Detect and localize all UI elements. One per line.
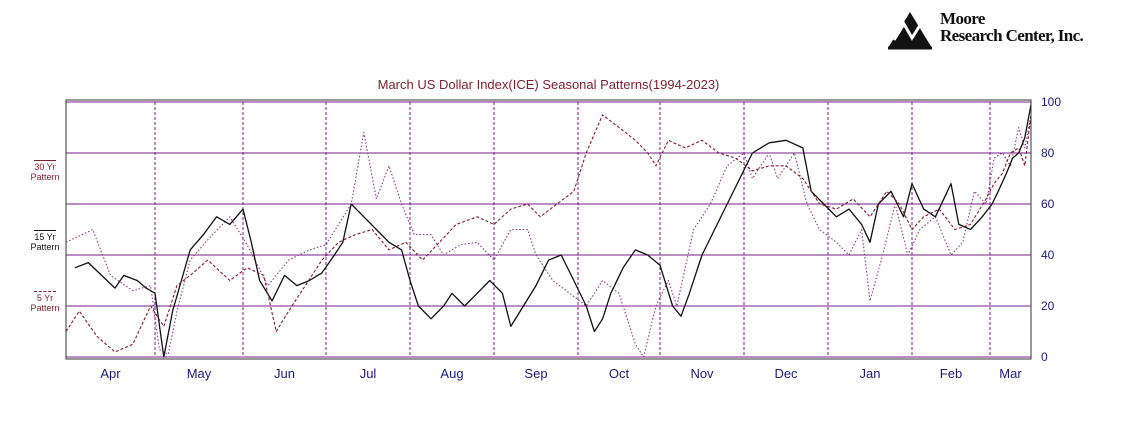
x-tick-label: Jul: [360, 366, 377, 381]
x-tick-label: May: [187, 366, 212, 381]
series-line-15yr: [74, 104, 1032, 358]
x-tick-label: Mar: [999, 366, 1022, 381]
x-tick-label: Apr: [100, 366, 121, 381]
logo-line1: Moore: [940, 9, 985, 28]
plot-frame: [65, 99, 1032, 360]
x-tick-label: Nov: [690, 366, 714, 381]
logo-mark-icon: [888, 12, 932, 50]
chart-title: March US Dollar Index(ICE) Seasonal Patt…: [378, 77, 720, 92]
legend-15yr-sublabel: Pattern: [30, 242, 60, 252]
series-line-5yr: [65, 114, 1032, 353]
x-tick-label: Sep: [524, 366, 547, 381]
legend-5yr-label: 5 Yr: [36, 293, 54, 303]
y-tick-label: 60: [1041, 197, 1055, 211]
y-tick-label: 0: [1041, 350, 1048, 364]
y-tick-label: 100: [1041, 95, 1061, 109]
x-tick-label: Feb: [940, 366, 962, 381]
moore-logo: Moore Research Center, Inc.: [884, 10, 1104, 54]
y-tick-label: 80: [1041, 146, 1055, 160]
legend-30yr: 30 Yr Pattern: [22, 160, 68, 182]
series-line-30yr: [65, 114, 1032, 358]
legend-30yr-label: 30 Yr: [34, 162, 56, 172]
x-tick-label: Jun: [274, 366, 295, 381]
legend-5yr: 5 Yr Pattern: [22, 291, 68, 313]
x-tick-label: Oct: [609, 366, 630, 381]
legend-15yr: 15 Yr Pattern: [22, 230, 68, 252]
logo-line2: Research Center, Inc.: [940, 26, 1084, 45]
grid-layer: [66, 101, 1031, 358]
legend-15yr-label: 15 Yr: [34, 232, 56, 242]
legend-30yr-swatch: [34, 160, 56, 161]
series-layer: [65, 104, 1032, 358]
legend-30yr-sublabel: Pattern: [30, 172, 60, 182]
legend-5yr-swatch: [34, 291, 56, 292]
y-tick-label: 40: [1041, 248, 1055, 262]
legend-5yr-sublabel: Pattern: [30, 303, 60, 313]
logo-text: Moore Research Center, Inc.: [940, 9, 1084, 45]
y-tick-label: 20: [1041, 299, 1055, 313]
x-tick-label: Aug: [440, 366, 463, 381]
axis-layer: 0 20 40 60 80 100 Apr May Jun Jul Aug Sep Oct Nov Dec J…: [65, 95, 1061, 381]
legend-15yr-swatch: [34, 230, 56, 231]
x-tick-label: Jan: [860, 366, 881, 381]
x-tick-label: Dec: [774, 366, 798, 381]
